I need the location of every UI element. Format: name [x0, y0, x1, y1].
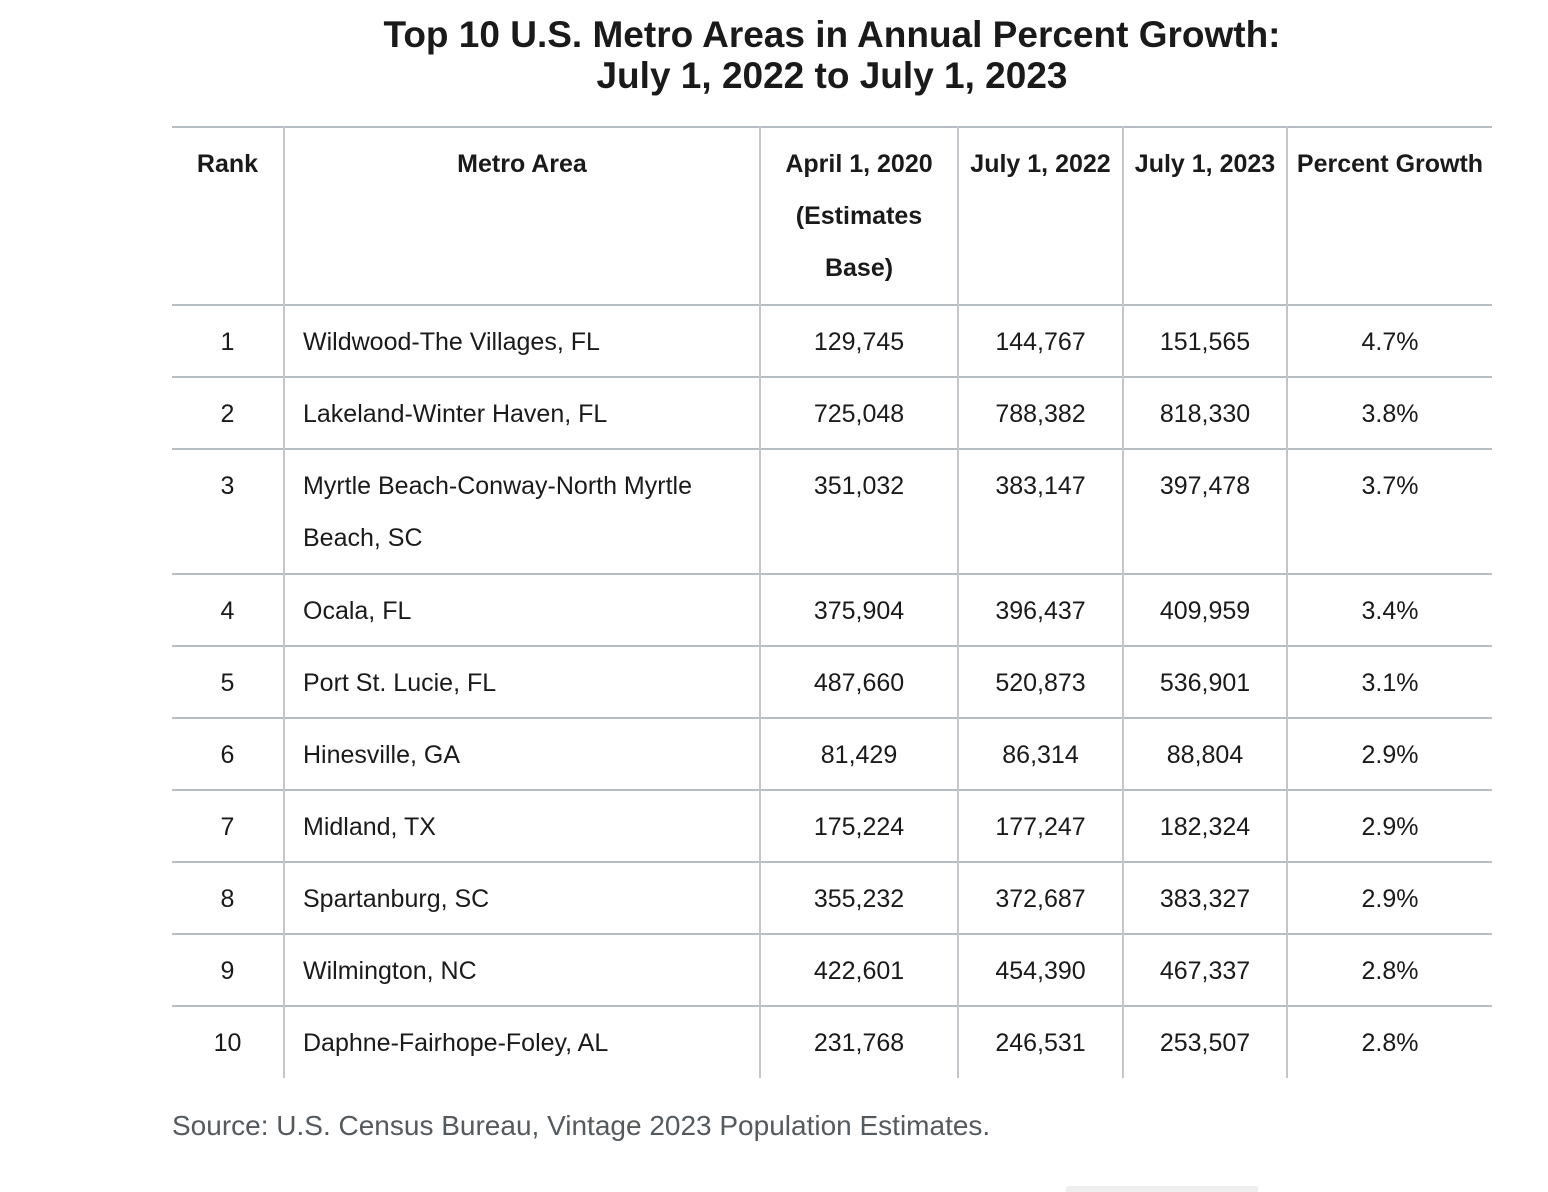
cell-percent-growth: 4.7%: [1286, 305, 1492, 377]
cell-metro-area: Wildwood-The Villages, FL: [283, 305, 760, 377]
cell-metro-area: Daphne-Fairhope-Foley, AL: [283, 1006, 760, 1078]
header-metro-area: Metro Area: [283, 127, 760, 305]
cell-estimates-base: 487,660: [759, 646, 958, 718]
cell-july-2023: 536,901: [1122, 646, 1287, 718]
cell-july-2022: 177,247: [957, 790, 1123, 862]
cell-july-2022: 144,767: [957, 305, 1123, 377]
metro-growth-table: Rank Metro Area April 1, 2020 (Estimates…: [172, 126, 1492, 1078]
cell-percent-growth: 3.7%: [1286, 449, 1492, 574]
cell-metro-area: Lakeland-Winter Haven, FL: [283, 377, 760, 449]
bottom-overlay-bar: [1066, 1186, 1258, 1192]
cell-rank: 3: [220, 472, 235, 500]
table-title-line-2: July 1, 2022 to July 1, 2023: [596, 55, 1068, 96]
table-row: 8 Spartanburg, SC 355,232 372,687 383,32…: [172, 862, 1492, 934]
cell-estimates-base: 81,429: [759, 718, 958, 790]
cell-july-2022: 396,437: [957, 574, 1123, 646]
table-row: 1 Wildwood-The Villages, FL 129,745 144,…: [172, 305, 1492, 377]
header-july-2023: July 1, 2023: [1122, 127, 1287, 305]
table-row: 2 Lakeland-Winter Haven, FL 725,048 788,…: [172, 377, 1492, 449]
cell-metro-area: Midland, TX: [283, 790, 760, 862]
table-title-line-1: Top 10 U.S. Metro Areas in Annual Percen…: [383, 14, 1281, 55]
cell-july-2022: 520,873: [957, 646, 1123, 718]
table-row: 4 Ocala, FL 375,904 396,437 409,959 3.4%: [172, 574, 1492, 646]
header-percent-growth: Percent Growth: [1286, 127, 1492, 305]
cell-july-2022: 383,147: [957, 449, 1123, 574]
header-july-2022: July 1, 2022: [957, 127, 1123, 305]
cell-estimates-base: 422,601: [759, 934, 958, 1006]
cell-july-2023: 409,959: [1122, 574, 1287, 646]
header-rank: Rank: [196, 150, 259, 178]
cell-july-2023: 88,804: [1122, 718, 1287, 790]
cell-estimates-base: 231,768: [759, 1006, 958, 1078]
cell-metro-area: Ocala, FL: [283, 574, 760, 646]
table-header-row: Rank Metro Area April 1, 2020 (Estimates…: [172, 127, 1492, 305]
cell-estimates-base: 351,032: [759, 449, 958, 574]
header-estimates-base: April 1, 2020 (Estimates Base): [759, 127, 958, 305]
table-row: 3 Myrtle Beach-Conway-North Myrtle Beach…: [172, 449, 1492, 574]
cell-rank: 5: [220, 669, 235, 697]
cell-july-2022: 372,687: [957, 862, 1123, 934]
table-row: 10 Daphne-Fairhope-Foley, AL 231,768 246…: [172, 1006, 1492, 1078]
cell-july-2023: 818,330: [1122, 377, 1287, 449]
cell-percent-growth: 3.1%: [1286, 646, 1492, 718]
table-row: 5 Port St. Lucie, FL 487,660 520,873 536…: [172, 646, 1492, 718]
cell-rank: 1: [220, 328, 235, 356]
cell-estimates-base: 175,224: [759, 790, 958, 862]
table-row: 7 Midland, TX 175,224 177,247 182,324 2.…: [172, 790, 1492, 862]
table-row: 9 Wilmington, NC 422,601 454,390 467,337…: [172, 934, 1492, 1006]
cell-rank: 2: [220, 400, 235, 428]
table-row: 6 Hinesville, GA 81,429 86,314 88,804 2.…: [172, 718, 1492, 790]
cell-percent-growth: 2.9%: [1286, 718, 1492, 790]
cell-july-2022: 788,382: [957, 377, 1123, 449]
cell-july-2023: 383,327: [1122, 862, 1287, 934]
cell-percent-growth: 3.8%: [1286, 377, 1492, 449]
cell-estimates-base: 355,232: [759, 862, 958, 934]
cell-estimates-base: 375,904: [759, 574, 958, 646]
cell-july-2023: 467,337: [1122, 934, 1287, 1006]
cell-percent-growth: 2.9%: [1286, 790, 1492, 862]
cell-estimates-base: 129,745: [759, 305, 958, 377]
cell-percent-growth: 2.9%: [1286, 862, 1492, 934]
cell-metro-area: Wilmington, NC: [283, 934, 760, 1006]
cell-percent-growth: 2.8%: [1286, 934, 1492, 1006]
cell-july-2023: 253,507: [1122, 1006, 1287, 1078]
cell-metro-area: Port St. Lucie, FL: [283, 646, 760, 718]
cell-metro-area: Hinesville, GA: [283, 718, 760, 790]
cell-july-2022: 86,314: [957, 718, 1123, 790]
cell-rank: 6: [220, 741, 235, 769]
cell-rank: 7: [220, 813, 235, 841]
cell-estimates-base: 725,048: [759, 377, 958, 449]
cell-percent-growth: 2.8%: [1286, 1006, 1492, 1078]
cell-rank: 4: [220, 597, 235, 625]
cell-july-2022: 246,531: [957, 1006, 1123, 1078]
cell-metro-area: Spartanburg, SC: [283, 862, 760, 934]
cell-july-2023: 397,478: [1122, 449, 1287, 574]
source-note: Source: U.S. Census Bureau, Vintage 2023…: [172, 1110, 991, 1141]
table-title: Top 10 U.S. Metro Areas in Annual Percen…: [172, 14, 1492, 96]
cell-july-2022: 454,390: [957, 934, 1123, 1006]
cell-metro-area: Myrtle Beach-Conway-North Myrtle Beach, …: [283, 449, 760, 574]
cell-rank: 8: [220, 885, 235, 913]
cell-rank: 9: [220, 957, 235, 985]
cell-percent-growth: 3.4%: [1286, 574, 1492, 646]
cell-july-2023: 151,565: [1122, 305, 1287, 377]
cell-rank: 10: [213, 1029, 242, 1057]
cell-july-2023: 182,324: [1122, 790, 1287, 862]
